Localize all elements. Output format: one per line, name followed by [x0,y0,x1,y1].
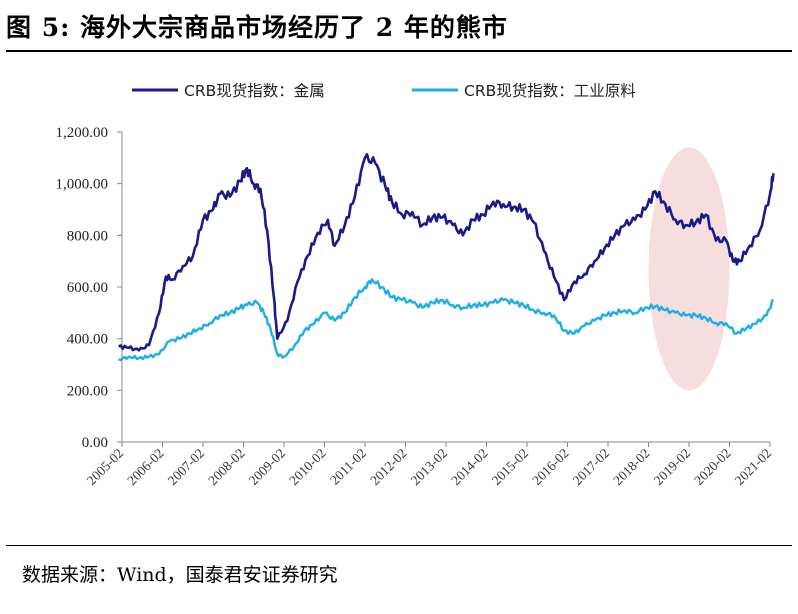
x-tick-label: 2019-02 [651,446,693,488]
x-tick-label: 2007-02 [165,446,207,488]
x-tick-label: 2009-02 [246,446,288,488]
series-line-metals [118,152,775,352]
y-tick-label: 1,200.00 [56,125,109,141]
x-tick-label: 2021-02 [732,446,774,488]
x-tick-label: 2006-02 [124,446,166,488]
source-rule [6,545,792,546]
y-tick-label: 0.00 [82,435,108,451]
legend-label: CRB现货指数：工业原料 [464,82,636,100]
title-rule [6,50,792,52]
x-tick-label: 2017-02 [570,446,612,488]
y-tick-label: 1,000.00 [56,177,109,193]
x-tick-label: 2014-02 [448,446,490,488]
x-tick-label: 2012-02 [367,446,409,488]
x-tick-label: 2011-02 [327,446,369,488]
x-tick-label: 2020-02 [691,446,733,488]
y-tick-label: 600.00 [67,280,108,296]
series-line-industrials [118,278,774,362]
x-tick-label: 2008-02 [205,446,247,488]
figure-title: 图 5: 海外大宗商品市场经历了 2 年的熊市 [6,13,508,42]
y-tick-label: 800.00 [67,228,108,244]
x-tick-label: 2015-02 [489,446,531,488]
y-tick-label: 400.00 [67,332,108,348]
highlight-ellipse [648,147,730,391]
line-chart: 0.00 200.00 400.00 600.00 800.00 1,000.00 1,20… [56,82,775,488]
x-tick-label: 2013-02 [408,446,450,488]
data-source: 数据来源：Wind，国泰君安证券研究 [22,564,338,586]
y-tick-label: 200.00 [67,383,108,399]
x-tick-label: 2010-02 [286,446,328,488]
x-tick-label: 2018-02 [610,446,652,488]
x-tick-label: 2005-02 [84,446,126,488]
x-tick-label: 2016-02 [529,446,571,488]
legend-label: CRB现货指数：金属 [184,82,325,100]
